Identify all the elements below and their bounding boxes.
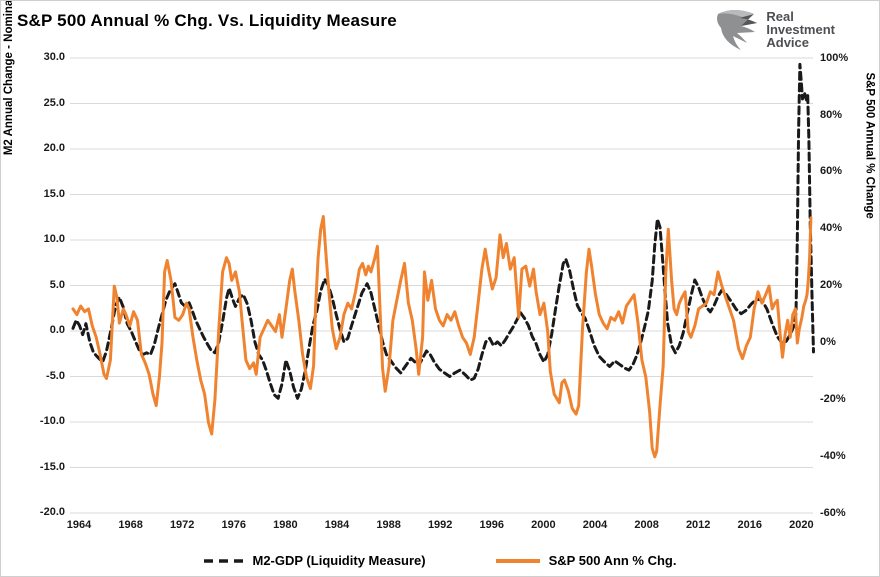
y-left-tick: 10.0 bbox=[43, 233, 65, 245]
y-right-tick: 20% bbox=[820, 279, 843, 292]
x-axis-tick: 1980 bbox=[273, 519, 298, 531]
y-left-tick: 30.0 bbox=[43, 51, 65, 63]
legend-label-sp500: S&P 500 Ann % Chg. bbox=[548, 553, 677, 568]
y-left-tick: 0.0 bbox=[49, 324, 65, 336]
legend-item-m2gdp: M2-GDP (Liquidity Measure) bbox=[203, 553, 426, 568]
y-left-tick: 15.0 bbox=[43, 187, 65, 200]
x-axis-tick: 2000 bbox=[531, 519, 556, 531]
dashed-line-swatch bbox=[203, 558, 244, 563]
x-axis-tick: 1992 bbox=[427, 519, 453, 531]
x-axis-tick: 2004 bbox=[582, 519, 608, 531]
x-axis-tick: 1984 bbox=[324, 519, 350, 531]
y-right-tick: -60% bbox=[820, 506, 846, 519]
m2-gdp-line bbox=[71, 62, 815, 400]
x-axis-tick: 1988 bbox=[376, 519, 401, 531]
y-left-tick: -10.0 bbox=[39, 415, 65, 427]
logo-line-1: Real bbox=[766, 8, 794, 24]
x-axis-tick: 1968 bbox=[118, 519, 143, 531]
y-left-tick: 5.0 bbox=[49, 278, 65, 291]
ria-logo: Real Investment Advice bbox=[712, 7, 835, 51]
logo-line-3: Advice bbox=[766, 34, 809, 50]
logo-wordmark: Real Investment Advice bbox=[766, 10, 835, 49]
solid-line-swatch bbox=[495, 558, 540, 563]
x-axis-tick: 1964 bbox=[66, 519, 92, 531]
legend-label-m2gdp: M2-GDP (Liquidity Measure) bbox=[252, 553, 426, 568]
y-left-tick: -15.0 bbox=[39, 460, 65, 473]
y-right-tick: 40% bbox=[820, 222, 843, 235]
y-right-tick: 100% bbox=[820, 51, 849, 64]
x-axis-tick: 2016 bbox=[737, 519, 763, 531]
x-axis-tick: 1996 bbox=[479, 519, 505, 531]
y-right-tick: -40% bbox=[820, 449, 846, 462]
y-right-tick: 60% bbox=[820, 165, 843, 178]
y-left-tick: -20.0 bbox=[39, 506, 65, 518]
logo-line-2: Investment bbox=[766, 21, 835, 37]
x-axis-tick: 1972 bbox=[169, 519, 195, 531]
legend-item-sp500: S&P 500 Ann % Chg. bbox=[495, 553, 677, 568]
x-axis-tick: 2012 bbox=[685, 519, 711, 531]
y-right-tick: 0% bbox=[820, 336, 836, 348]
x-axis-tick: 2008 bbox=[634, 519, 659, 531]
chart-title: S&P 500 Annual % Chg. Vs. Liquidity Meas… bbox=[17, 11, 397, 30]
sp500-line bbox=[71, 215, 813, 459]
y-right-tick: -20% bbox=[820, 392, 846, 405]
y-left-tick: 25.0 bbox=[43, 96, 65, 109]
y-left-tick: 20.0 bbox=[43, 142, 65, 154]
eagle-icon bbox=[717, 10, 758, 50]
x-axis-tick: 1976 bbox=[221, 519, 247, 531]
x-axis-tick: 2020 bbox=[789, 519, 814, 531]
y-right-tick: 80% bbox=[820, 108, 843, 121]
chart-legend: M2-GDP (Liquidity Measure) S&P 500 Ann %… bbox=[1, 553, 879, 568]
y-left-tick: -5.0 bbox=[46, 369, 65, 382]
